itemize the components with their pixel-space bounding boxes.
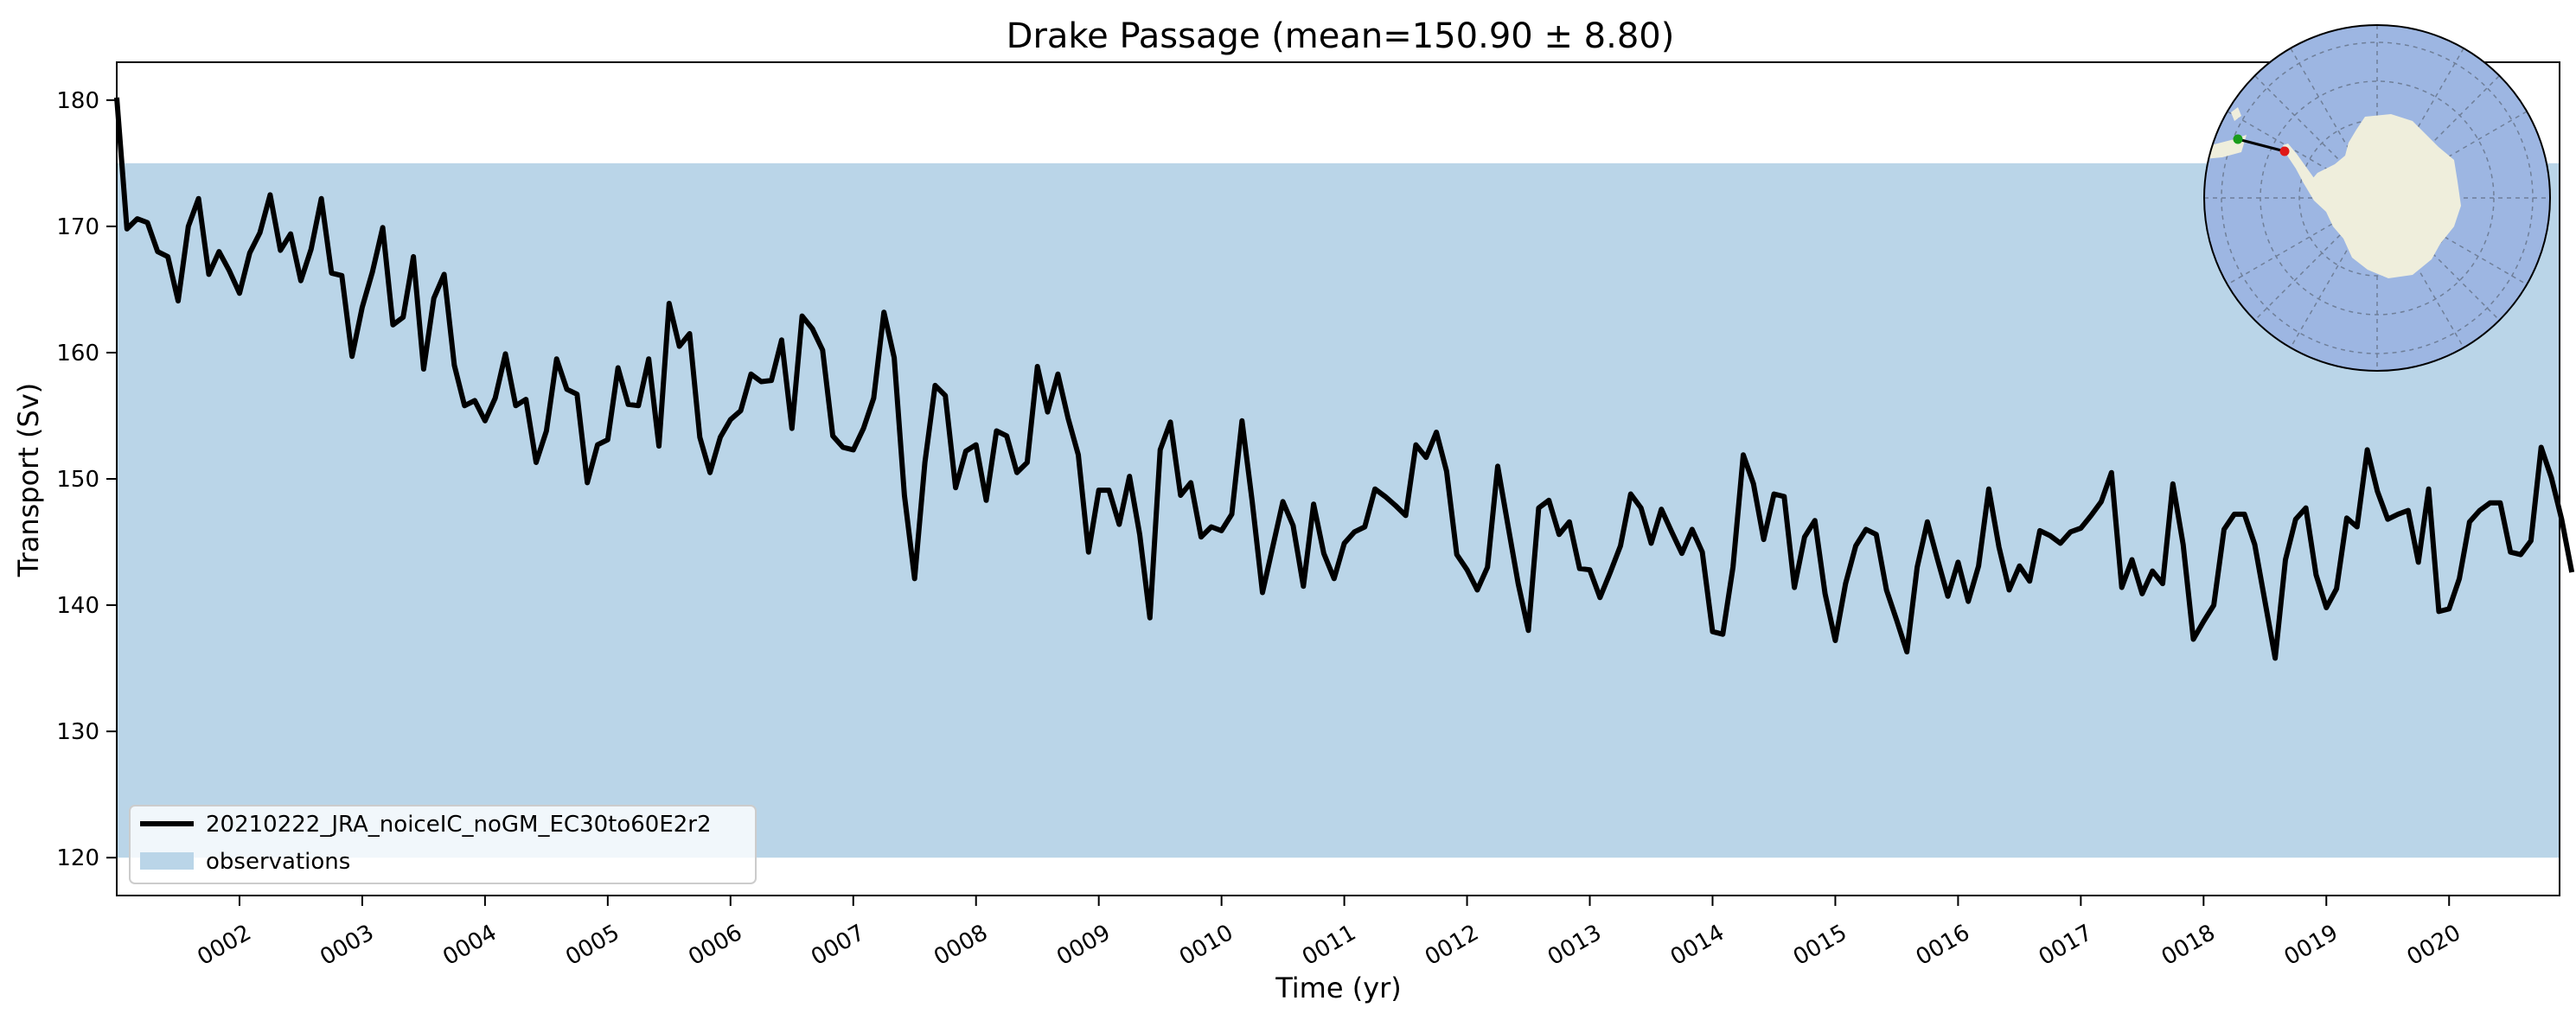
y-tick-label: 120 — [56, 845, 99, 871]
y-tick-label: 180 — [56, 88, 99, 114]
x-tick-label: 0012 — [1421, 920, 1483, 971]
x-tick-label: 0008 — [930, 920, 992, 971]
x-tick-label: 0020 — [2403, 920, 2465, 971]
plot-frame — [116, 61, 2560, 896]
x-tick-label: 0004 — [438, 920, 501, 971]
x-tick-label: 0010 — [1175, 920, 1237, 971]
x-tick-label: 0002 — [193, 920, 255, 971]
legend-box — [129, 805, 757, 884]
x-tick-label: 0015 — [1789, 920, 1851, 971]
x-tick-label: 0017 — [2035, 920, 2097, 971]
x-tick-label: 0003 — [316, 920, 378, 971]
legend-series-label: 20210222_JRA_noiceIC_noGM_EC30to60E2r2 — [206, 812, 712, 838]
drake-passage-transect — [2237, 137, 2285, 153]
x-tick-label: 0019 — [2280, 920, 2343, 971]
y-tick-label: 170 — [56, 214, 99, 240]
x-tick-label: 0006 — [684, 920, 746, 971]
legend: 20210222_JRA_noiceIC_noGM_EC30to60E2r2 o… — [129, 805, 757, 884]
x-tick-label: 0009 — [1052, 920, 1115, 971]
x-tick-label: 0013 — [1544, 920, 1606, 971]
antarctica-inset-map — [2203, 24, 2551, 372]
x-tick-label: 0016 — [1912, 920, 1974, 971]
y-tick-label: 130 — [56, 719, 99, 745]
observations-band — [117, 163, 2560, 858]
y-axis-label: Transport (Sv) — [12, 383, 45, 578]
y-tick-label: 140 — [56, 593, 99, 619]
x-tick-label: 0007 — [807, 920, 869, 971]
x-axis-label: Time (yr) — [1275, 972, 1402, 1004]
series-line — [114, 97, 2575, 661]
x-tick-label: 0014 — [1666, 920, 1729, 971]
x-tick-label: 0005 — [561, 920, 623, 971]
antarctic-peninsula — [2283, 143, 2326, 201]
x-tick-label: 0011 — [1298, 920, 1360, 971]
y-tick-label: 150 — [56, 467, 99, 493]
transect-start-marker — [2233, 134, 2243, 144]
south-america-coast — [2231, 107, 2241, 121]
x-tick-label: 0018 — [2157, 920, 2220, 971]
map-boundary — [2203, 24, 2551, 372]
x-axis-ticks: 0002 0003 0004 0005 0006 0007 0008 0009 0010 0011… — [193, 896, 2465, 971]
y-axis-ticks: 120 130 140 150 160 170 180 — [56, 88, 117, 871]
antarctica-landmass — [2307, 114, 2461, 278]
y-tick-label: 160 — [56, 341, 99, 367]
chart-title: Drake Passage (mean=150.90 ± 8.80) — [1007, 16, 1675, 56]
legend-band-swatch — [140, 852, 194, 870]
transect-end-marker — [2279, 146, 2290, 156]
legend-observations-label: observations — [206, 849, 350, 875]
